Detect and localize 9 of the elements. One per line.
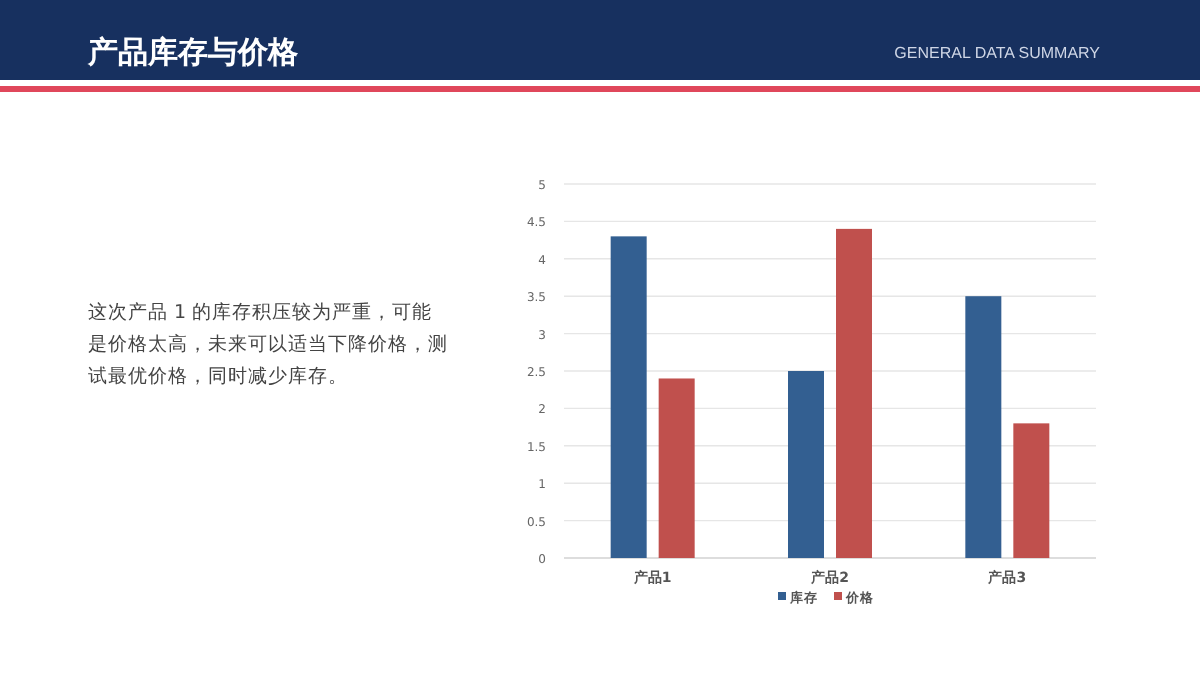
bar <box>836 228 872 558</box>
bar <box>788 371 824 558</box>
text: 产品库存与价格 <box>88 34 298 72</box>
chart-subtitle: GENERAL DATA SUMMARY <box>894 44 1100 62</box>
bar <box>965 296 1002 558</box>
bar <box>610 236 647 558</box>
bar <box>658 378 695 558</box>
bar <box>1013 423 1050 558</box>
text: 这次产品 1 的库存积压较为严重，可能是价格太高，未来可以适当下降价格，测试最优价格，同时减少库存。 <box>88 300 450 392</box>
